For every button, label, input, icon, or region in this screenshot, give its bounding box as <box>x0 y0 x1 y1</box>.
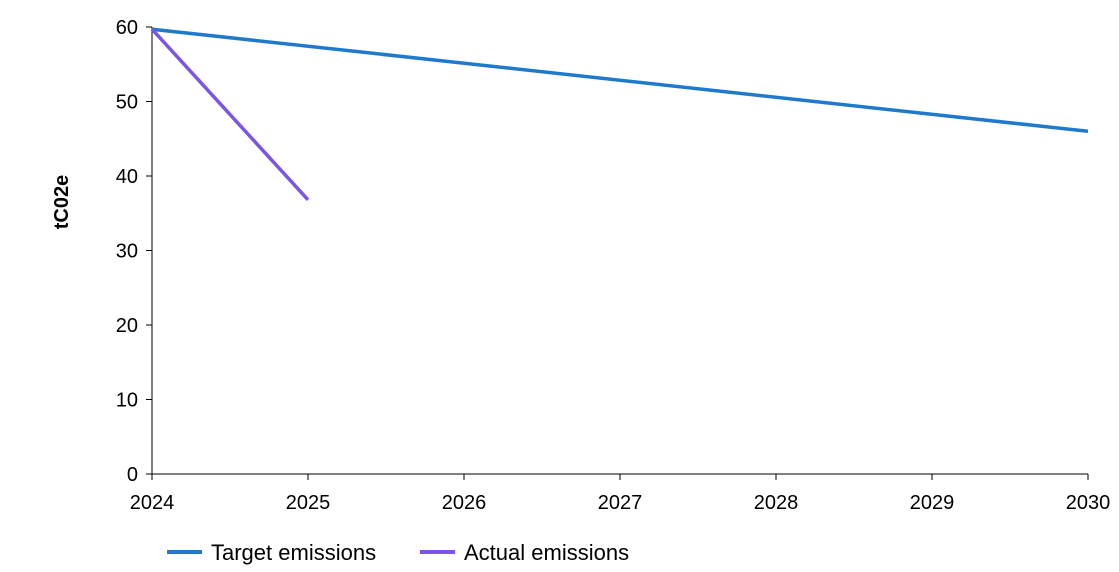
y-axis-label: tC02e <box>51 175 73 229</box>
y-tick-label: 60 <box>116 17 138 39</box>
x-tick-label: 2026 <box>442 492 487 514</box>
y-tick-label: 20 <box>116 315 138 337</box>
series-line-target-emissions <box>151 27 1089 134</box>
y-tick-label: 50 <box>116 92 138 114</box>
series-line-actual-emissions <box>150 28 310 201</box>
x-tick-label: 2029 <box>910 492 955 514</box>
y-tick-label: 40 <box>116 166 138 188</box>
x-tick-label: 2028 <box>754 492 799 514</box>
legend-label: Actual emissions <box>464 540 629 565</box>
y-tick-label: 30 <box>116 241 138 263</box>
series-layer <box>150 27 1089 201</box>
x-tick-label: 2024 <box>130 492 175 514</box>
y-tick-label: 10 <box>116 390 138 412</box>
legend-label: Target emissions <box>211 540 376 565</box>
x-tick-label: 2025 <box>286 492 331 514</box>
chart-legend: Target emissions Actual emissions <box>167 540 629 565</box>
y-tick-label: 0 <box>127 464 138 486</box>
x-tick-label: 2030 <box>1066 492 1111 514</box>
x-tick-label: 2027 <box>598 492 643 514</box>
